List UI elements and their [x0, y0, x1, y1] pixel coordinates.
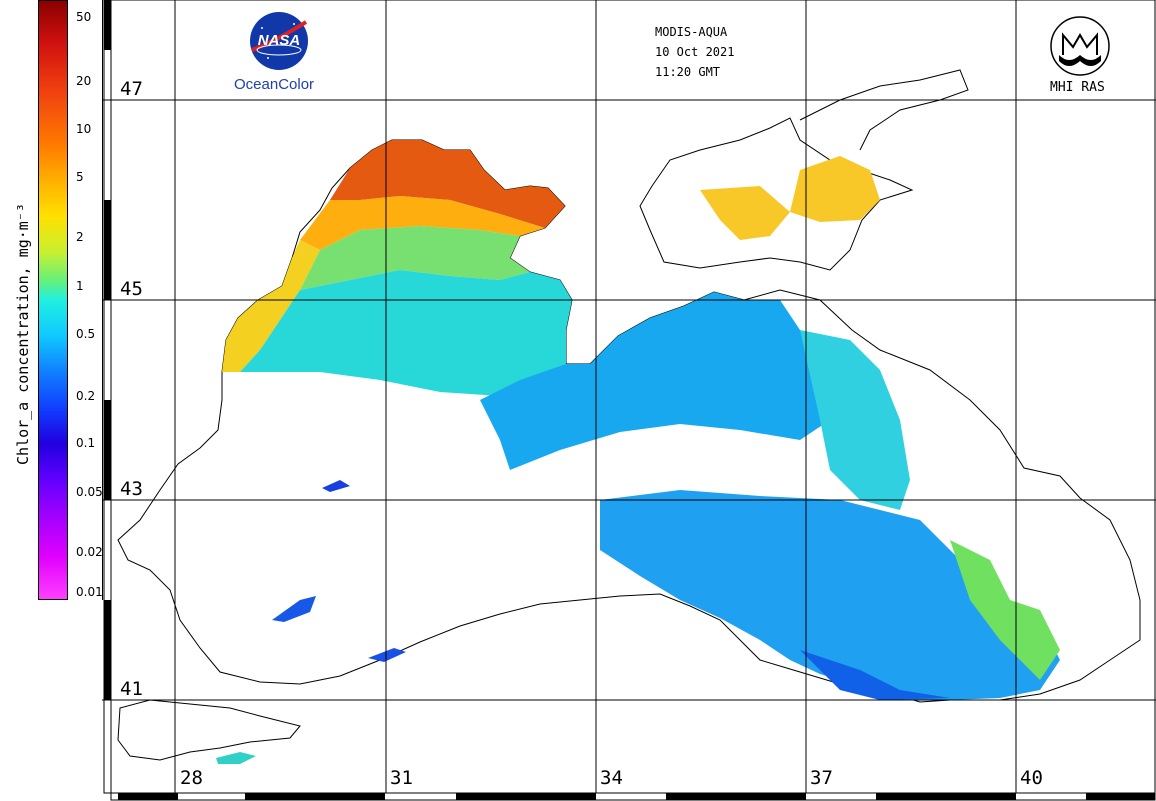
nasa-text: NASA	[258, 32, 301, 49]
chl-far-east-green	[950, 540, 1060, 680]
chl-marmara-cyan	[216, 752, 256, 764]
marmara-coastline	[117, 699, 301, 761]
bottom-scale-bar	[110, 792, 1156, 801]
chl-south-east-blue	[600, 490, 1060, 700]
left-scale-bar	[103, 0, 112, 794]
lon-label: 34	[600, 767, 623, 789]
chl-azov-yellow	[790, 156, 880, 222]
nasa-logo-icon: NASA	[250, 12, 308, 70]
lat-label: 47	[120, 78, 143, 100]
lon-label: 28	[180, 767, 203, 789]
lon-label: 40	[1020, 767, 1043, 789]
black-sea-coastline	[117, 139, 1141, 703]
chl-nw-shelf-orange	[300, 196, 545, 250]
lat-label: 43	[120, 478, 143, 500]
time-label: 11:20 GMT	[655, 65, 721, 79]
graticule	[102, 0, 1156, 793]
chl-small-blue-2	[272, 596, 316, 622]
colorbar-tick: 50	[76, 10, 92, 24]
chl-nw-green	[300, 226, 530, 290]
lat-label: 45	[120, 278, 143, 300]
sensor-label: MODIS-AQUA	[655, 25, 728, 39]
colorbar-tick: 0.2	[76, 389, 96, 403]
chl-east-cyan	[800, 330, 910, 510]
chl-central-blue	[480, 292, 830, 470]
colorbar-tick: 1	[76, 279, 84, 293]
oceancolor-label: OceanColor	[234, 76, 315, 93]
colorbar-tick: 10	[76, 122, 92, 136]
lat-label: 41	[120, 678, 143, 700]
colorbar-title: Chlor_a concentration, mg·m⁻³	[14, 203, 32, 465]
colorbar-tick: 0.5	[76, 327, 96, 341]
chl-western-yellow	[222, 240, 320, 372]
chl-central-cyan	[240, 270, 572, 396]
colorbar-tick: 0.05	[76, 485, 103, 499]
chl-small-blue-3	[368, 648, 406, 662]
north-coastline	[799, 69, 969, 151]
chl-azov-yellow-2	[700, 186, 790, 240]
colorbar-tick: 5	[76, 170, 84, 184]
colorbar-tick: 2	[76, 230, 84, 244]
colorbar-gradient	[38, 0, 68, 600]
lon-label: 31	[390, 767, 413, 789]
lon-label: 37	[810, 767, 833, 789]
colorbar-ticks: 50 20 10 5 2 1 0.5 0.2 0.1 0.05 0.02 0.0…	[68, 0, 103, 600]
chl-nw-shelf-high	[330, 140, 565, 228]
colorbar-tick: 20	[76, 74, 92, 88]
colorbar-tick: 0.02	[76, 545, 103, 559]
mhi-label: MHI RAS	[1050, 80, 1105, 95]
colorbar-tick: 0.1	[76, 436, 96, 450]
chl-small-blue-1	[322, 480, 350, 492]
mhi-logo-icon	[1050, 16, 1110, 76]
chl-south-east-deep	[800, 650, 950, 700]
date-label: 10 Oct 2021	[655, 45, 735, 59]
colorbar-tick: 0.01	[76, 585, 103, 599]
